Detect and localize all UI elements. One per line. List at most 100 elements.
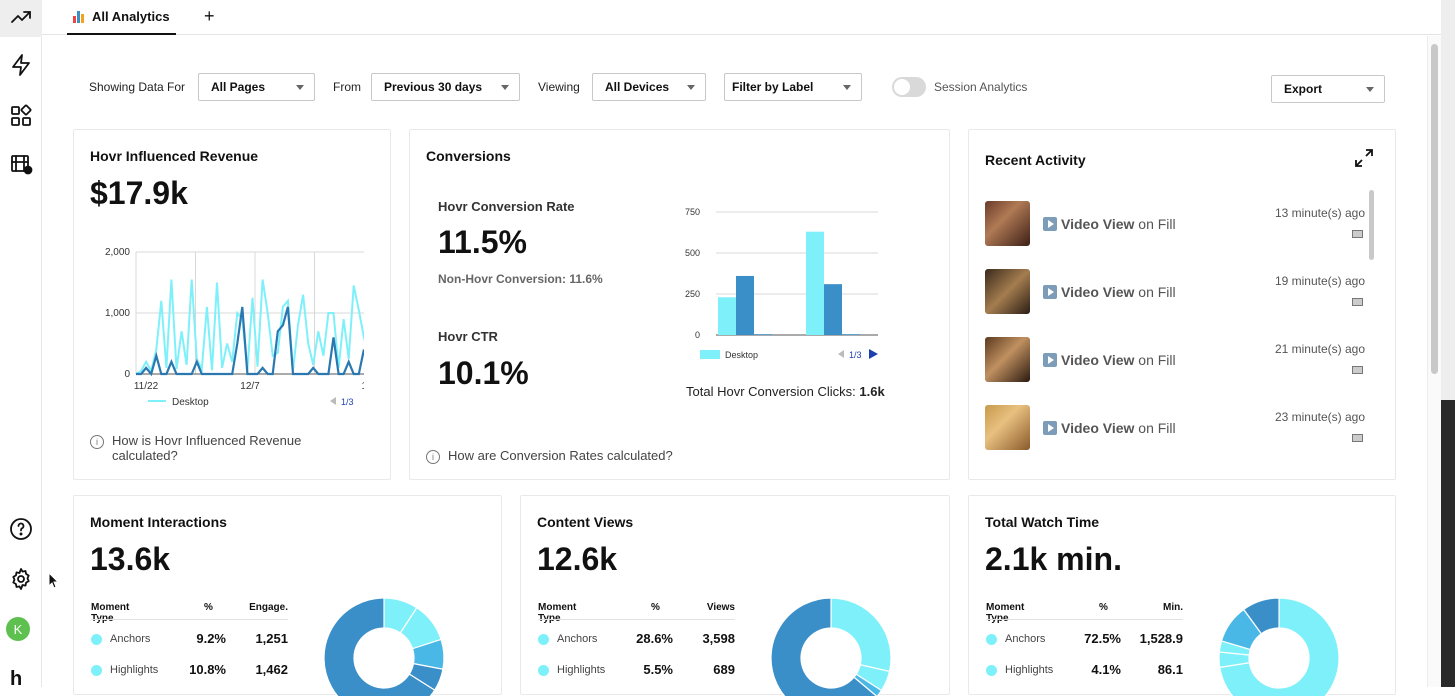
non-hovr-conversion: Non-Hovr Conversion: 11.6% bbox=[438, 272, 603, 286]
moment-type: Anchors bbox=[1005, 633, 1046, 645]
conversions-help[interactable]: i How are Conversion Rates calculated? bbox=[426, 448, 673, 464]
moment-type: Highlights bbox=[1005, 664, 1054, 676]
video-thumbnail[interactable] bbox=[985, 201, 1030, 246]
chevron-down-icon bbox=[1366, 87, 1374, 92]
export-button[interactable]: Export bbox=[1271, 75, 1385, 103]
devices-select[interactable]: All Devices bbox=[592, 73, 706, 101]
legend-swatch bbox=[700, 350, 720, 359]
donut-slice-3 bbox=[771, 597, 878, 696]
bar-1-0 bbox=[806, 231, 824, 335]
play-icon bbox=[1043, 421, 1057, 435]
table-row: Anchors 28.6% 3,598 bbox=[538, 630, 735, 650]
play-icon bbox=[1043, 285, 1057, 299]
chevron-down-icon bbox=[501, 85, 509, 90]
y-tick-label: 250 bbox=[685, 289, 700, 299]
legend-dot bbox=[538, 634, 549, 645]
avatar[interactable]: K bbox=[6, 617, 30, 641]
pages-select-value: All Pages bbox=[211, 80, 266, 94]
session-analytics-label: Session Analytics bbox=[934, 80, 1028, 94]
video-thumbnail[interactable] bbox=[985, 269, 1030, 314]
donut-slice-4 bbox=[1242, 597, 1280, 635]
recent-activity-card: Recent Activity Video View on Fill 13 min… bbox=[968, 129, 1396, 480]
conversions-bar-chart: 0 250 500 750 Desktop 1/3 bbox=[685, 207, 878, 360]
legend-dot bbox=[986, 634, 997, 645]
mouse-cursor-icon bbox=[48, 572, 60, 589]
legend-pager: 1/3 bbox=[849, 350, 862, 360]
prev-page-icon bbox=[330, 397, 336, 405]
y-tick-label: 500 bbox=[685, 248, 700, 258]
gear-icon[interactable] bbox=[5, 563, 37, 595]
legend-label: Desktop bbox=[172, 397, 209, 408]
table-row: Highlights 4.1% 86.1 bbox=[986, 661, 1183, 681]
revenue-value: $17.9k bbox=[90, 175, 188, 211]
table-row: Highlights 5.5% 689 bbox=[538, 661, 735, 681]
activity-time: 21 minute(s) ago bbox=[1274, 342, 1365, 356]
activity-scrollbar[interactable] bbox=[1368, 190, 1376, 455]
bar-1-2 bbox=[842, 334, 860, 335]
activity-item[interactable]: Video View on Fill 13 minute(s) ago bbox=[985, 201, 1365, 249]
help-icon[interactable] bbox=[5, 513, 37, 545]
table-header: Moment Type bbox=[538, 602, 577, 624]
content-views-card: Content Views 12.6k Moment Type% Views Anc… bbox=[520, 495, 950, 696]
x-tick-label: 12/7 bbox=[240, 381, 260, 392]
activity-text: Video View on Fill bbox=[1061, 284, 1176, 300]
bar-0-2 bbox=[754, 334, 772, 335]
content-views-value: 12.6k bbox=[537, 541, 618, 577]
date-range-select[interactable]: Previous 30 days bbox=[371, 73, 520, 101]
activity-time: 13 minute(s) ago bbox=[1274, 206, 1365, 220]
hovr-logo: h bbox=[10, 668, 23, 690]
conversions-help-text: How are Conversion Rates calculated? bbox=[448, 448, 673, 463]
chevron-down-icon bbox=[296, 85, 304, 90]
moment-interactions-card: Moment Interactions 13.6k Moment Type% En… bbox=[73, 495, 502, 696]
activity-suffix: on Fill bbox=[1138, 216, 1176, 232]
expand-icon[interactable] bbox=[1355, 149, 1373, 167]
next-page-icon bbox=[869, 349, 878, 359]
table-header: Moment Type bbox=[91, 602, 130, 624]
conversion-rate-label: Hovr Conversion Rate bbox=[438, 199, 575, 214]
lightning-icon[interactable] bbox=[5, 49, 37, 81]
label-filter-select[interactable]: Filter by Label bbox=[724, 73, 862, 101]
activity-item[interactable]: Video View on Fill 19 minute(s) ago bbox=[985, 269, 1365, 317]
label-filter-value: Filter by Label bbox=[732, 80, 814, 94]
trending-up-icon[interactable] bbox=[0, 0, 42, 37]
moment-type: Anchors bbox=[110, 633, 151, 645]
divider bbox=[986, 619, 1183, 620]
percent-value: 28.6% bbox=[636, 631, 673, 646]
revenue-title: Hovr Influenced Revenue bbox=[90, 148, 259, 164]
moment-type: Highlights bbox=[110, 664, 159, 676]
donut-slice-0 bbox=[830, 597, 892, 673]
add-tab-button[interactable]: + bbox=[204, 6, 215, 26]
moment-type: Highlights bbox=[557, 664, 606, 676]
percent-value: 4.1% bbox=[1091, 662, 1121, 677]
revenue-help[interactable]: i How is Hovr Influenced Revenue calcula… bbox=[90, 433, 370, 463]
prev-page-icon bbox=[838, 350, 844, 358]
chevron-down-icon bbox=[843, 85, 851, 90]
watch-time-value: 2.1k min. bbox=[985, 541, 1122, 577]
activity-item[interactable]: Video View on Fill 23 minute(s) ago bbox=[985, 405, 1365, 453]
showing-label: Showing Data For bbox=[89, 80, 186, 94]
bar-0-1 bbox=[736, 275, 754, 335]
revenue-card: Hovr Influenced Revenue $17.9k 0 1,000 2,0… bbox=[73, 129, 391, 480]
video-thumbnail[interactable] bbox=[985, 337, 1030, 382]
video-library-icon[interactable] bbox=[5, 148, 37, 180]
activity-action: Video View bbox=[1061, 284, 1135, 300]
widgets-icon[interactable] bbox=[5, 100, 37, 132]
pages-select[interactable]: All Pages bbox=[198, 73, 315, 101]
tab-all-analytics[interactable]: All Analytics bbox=[67, 0, 176, 35]
video-thumbnail[interactable] bbox=[985, 405, 1030, 450]
content-views-title: Content Views bbox=[537, 514, 634, 530]
legend-dot bbox=[91, 634, 102, 645]
info-icon: i bbox=[90, 435, 104, 449]
table-header: Engage. bbox=[249, 602, 288, 613]
activity-suffix: on Fill bbox=[1138, 284, 1176, 300]
legend-pager: 1/3 bbox=[341, 397, 354, 407]
table-row: Highlights 10.8% 1,462 bbox=[91, 661, 288, 681]
laptop-icon bbox=[1352, 366, 1363, 374]
metric-value: 3,598 bbox=[702, 631, 735, 646]
session-analytics-toggle[interactable] bbox=[892, 77, 926, 97]
activity-suffix: on Fill bbox=[1138, 352, 1176, 368]
activity-item[interactable]: Video View on Fill 21 minute(s) ago bbox=[985, 337, 1365, 385]
metric-value: 1,462 bbox=[255, 662, 288, 677]
page-scrollbar[interactable] bbox=[1427, 36, 1441, 687]
export-label: Export bbox=[1284, 82, 1323, 96]
